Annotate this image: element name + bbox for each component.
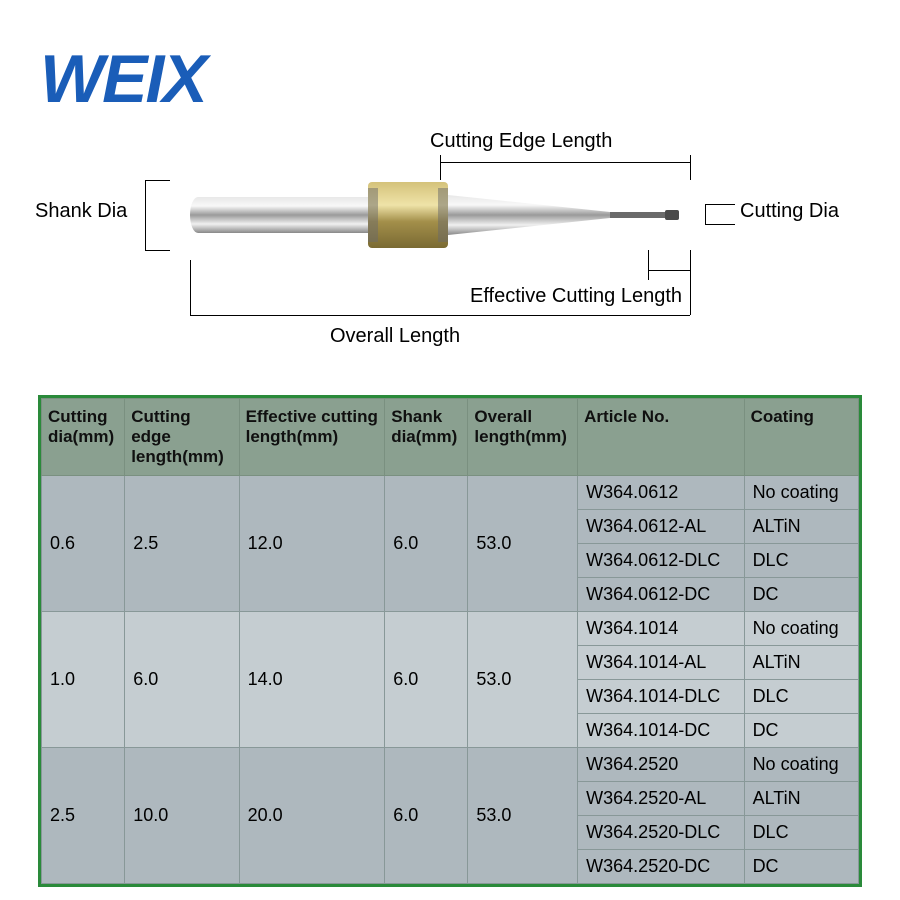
cell-coating: No coating (744, 476, 858, 510)
col-shank: Shank dia(mm) (385, 399, 468, 476)
cell-article: W364.2520-AL (578, 782, 744, 816)
table-row: 1.06.014.06.053.0W364.1014No coating (42, 612, 859, 646)
cell-article: W364.1014-DLC (578, 680, 744, 714)
cell-article: W364.2520-DLC (578, 816, 744, 850)
cell-cutting_edge: 6.0 (125, 612, 239, 748)
milling-tool-icon (190, 180, 690, 250)
spec-table-container: Cutting dia(mm) Cutting edge length(mm) … (38, 395, 862, 887)
cell-shank: 6.0 (385, 476, 468, 612)
cell-shank: 6.0 (385, 748, 468, 884)
cell-effective: 12.0 (239, 476, 385, 612)
col-coating: Coating (744, 399, 858, 476)
col-overall: Overall length(mm) (468, 399, 578, 476)
cell-coating: DLC (744, 544, 858, 578)
cell-coating: DLC (744, 680, 858, 714)
cell-overall: 53.0 (468, 748, 578, 884)
cell-overall: 53.0 (468, 476, 578, 612)
cell-article: W364.1014-AL (578, 646, 744, 680)
cell-article: W364.2520-DC (578, 850, 744, 884)
cell-article: W364.0612 (578, 476, 744, 510)
cell-article: W364.0612-DC (578, 578, 744, 612)
cell-overall: 53.0 (468, 612, 578, 748)
cell-coating: DLC (744, 816, 858, 850)
table-row: 0.62.512.06.053.0W364.0612No coating (42, 476, 859, 510)
cell-coating: ALTiN (744, 782, 858, 816)
cell-coating: No coating (744, 612, 858, 646)
col-article: Article No. (578, 399, 744, 476)
cell-shank: 6.0 (385, 612, 468, 748)
table-header-row: Cutting dia(mm) Cutting edge length(mm) … (42, 399, 859, 476)
cell-article: W364.2520 (578, 748, 744, 782)
cell-coating: ALTiN (744, 510, 858, 544)
tool-diagram: Shank Dia Cutting Edge Length Cutting Di… (60, 120, 840, 380)
brand-logo: WEIX (40, 40, 206, 118)
cell-coating: DC (744, 578, 858, 612)
cell-cutting_edge: 10.0 (125, 748, 239, 884)
cell-cutting_dia: 0.6 (42, 476, 125, 612)
cell-coating: ALTiN (744, 646, 858, 680)
label-overall-length: Overall Length (330, 325, 460, 348)
cell-effective: 14.0 (239, 612, 385, 748)
col-effective: Effective cutting length(mm) (239, 399, 385, 476)
cell-cutting_dia: 1.0 (42, 612, 125, 748)
col-cutting-dia: Cutting dia(mm) (42, 399, 125, 476)
label-cutting-edge-length: Cutting Edge Length (430, 130, 612, 153)
cell-article: W364.1014-DC (578, 714, 744, 748)
cell-coating: No coating (744, 748, 858, 782)
cell-cutting_dia: 2.5 (42, 748, 125, 884)
cell-cutting_edge: 2.5 (125, 476, 239, 612)
col-cutting-edge: Cutting edge length(mm) (125, 399, 239, 476)
cell-coating: DC (744, 714, 858, 748)
table-body: 0.62.512.06.053.0W364.0612No coatingW364… (42, 476, 859, 884)
label-shank-dia: Shank Dia (35, 200, 127, 223)
cell-coating: DC (744, 850, 858, 884)
cell-article: W364.1014 (578, 612, 744, 646)
cell-article: W364.0612-DLC (578, 544, 744, 578)
label-effective-cutting-length: Effective Cutting Length (470, 285, 682, 308)
cell-article: W364.0612-AL (578, 510, 744, 544)
table-row: 2.510.020.06.053.0W364.2520No coating (42, 748, 859, 782)
spec-table: Cutting dia(mm) Cutting edge length(mm) … (41, 398, 859, 884)
label-cutting-dia: Cutting Dia (740, 200, 839, 223)
cell-effective: 20.0 (239, 748, 385, 884)
